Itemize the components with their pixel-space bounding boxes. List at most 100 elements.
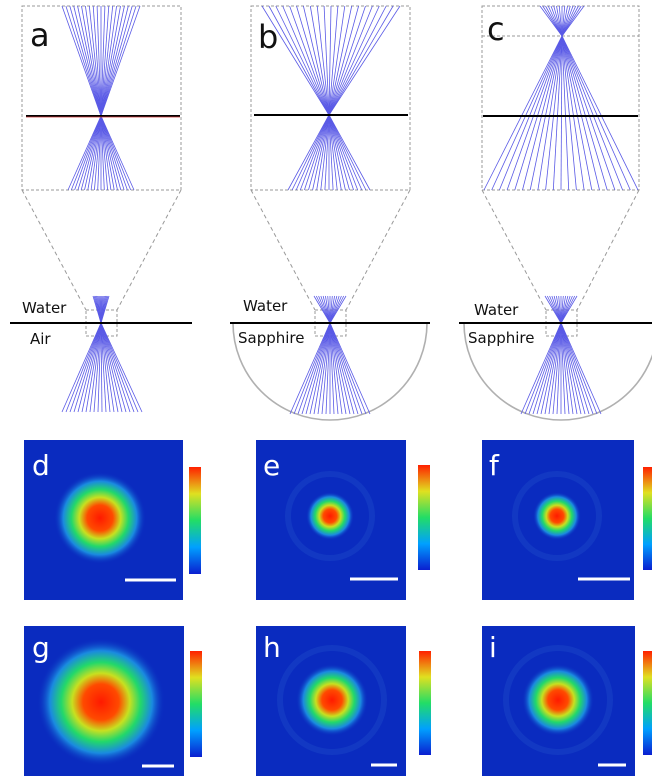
ray	[328, 114, 338, 191]
panel-d: d	[24, 440, 201, 600]
ray	[328, 5, 373, 116]
ray	[100, 295, 110, 324]
medium-lower-a: Air	[30, 330, 51, 348]
ray	[529, 35, 563, 191]
ray	[561, 5, 566, 37]
ray	[329, 322, 347, 415]
ray	[67, 115, 102, 191]
ray	[81, 322, 102, 413]
ray	[522, 35, 563, 191]
ray	[301, 322, 331, 415]
ray	[100, 322, 131, 413]
ray	[542, 5, 563, 37]
ray	[77, 5, 102, 117]
ray	[282, 5, 330, 116]
ray	[100, 5, 133, 117]
colorbar-f	[643, 467, 652, 570]
ray	[536, 322, 562, 415]
ray	[321, 322, 331, 415]
ray	[100, 115, 115, 191]
ray	[556, 5, 563, 37]
ray	[560, 35, 563, 191]
ray	[561, 5, 577, 37]
ray	[100, 322, 119, 413]
ray	[328, 114, 359, 191]
ray	[316, 5, 330, 116]
panel-b: b Water Sapphire	[230, 5, 430, 421]
panel-e: e	[256, 440, 430, 600]
ray	[61, 322, 102, 413]
spot-d	[54, 472, 146, 564]
ray	[89, 322, 102, 413]
panel-label-d: d	[32, 449, 50, 482]
ray	[329, 322, 371, 415]
ray	[296, 5, 330, 116]
ray	[90, 115, 102, 191]
ray	[561, 5, 568, 37]
ray	[561, 35, 577, 191]
ray	[100, 5, 121, 117]
ray	[329, 322, 359, 415]
ray	[560, 322, 574, 415]
ray	[100, 115, 112, 191]
ray	[65, 322, 102, 413]
ray	[560, 322, 602, 415]
main-rays-b	[289, 295, 371, 415]
ray	[85, 322, 102, 413]
ray	[560, 322, 594, 415]
zoom-line-b-right	[345, 189, 411, 311]
ray	[537, 35, 563, 191]
ray	[316, 114, 330, 191]
ray	[100, 115, 132, 191]
ray	[324, 114, 330, 191]
ray	[561, 35, 608, 191]
ray	[100, 5, 110, 117]
ray	[560, 322, 570, 415]
ray	[299, 114, 330, 191]
ray	[84, 115, 102, 191]
ray	[100, 115, 125, 191]
ray	[297, 322, 331, 415]
ray	[560, 295, 578, 324]
ray	[520, 322, 562, 415]
ray	[73, 5, 102, 117]
ray	[328, 5, 387, 116]
ray	[87, 115, 102, 191]
panel-label-c: c	[487, 10, 505, 48]
panel-label-f: f	[489, 449, 500, 482]
ray	[100, 5, 125, 117]
ray	[261, 5, 330, 116]
ray	[100, 5, 129, 117]
panel-f: f	[482, 440, 652, 600]
ray	[268, 5, 330, 116]
ray	[328, 5, 366, 116]
ray	[100, 5, 106, 117]
zoom-line-a-right	[116, 189, 182, 311]
ray	[69, 5, 102, 117]
spot-h	[296, 664, 368, 736]
ray	[483, 35, 563, 191]
ray	[309, 322, 331, 415]
panel-label-e: e	[263, 449, 280, 482]
ray	[328, 5, 346, 116]
main-rays-c	[520, 295, 602, 415]
zoom-line-c-left	[481, 189, 547, 311]
ray	[291, 114, 330, 191]
ray	[100, 5, 117, 117]
zoom-line-a-left	[21, 189, 87, 311]
ray	[528, 322, 562, 415]
panel-c: c Water Sapphire	[459, 5, 652, 421]
ray	[329, 322, 355, 415]
ray	[328, 114, 342, 191]
ray	[100, 5, 114, 117]
ray	[100, 322, 127, 413]
ray	[77, 322, 102, 413]
ray	[328, 114, 367, 191]
ray	[556, 322, 562, 415]
ray	[560, 322, 582, 415]
ring-h	[277, 645, 387, 755]
ray	[552, 35, 563, 191]
main-rays-a	[61, 295, 143, 413]
inset-rays-a	[61, 5, 141, 191]
